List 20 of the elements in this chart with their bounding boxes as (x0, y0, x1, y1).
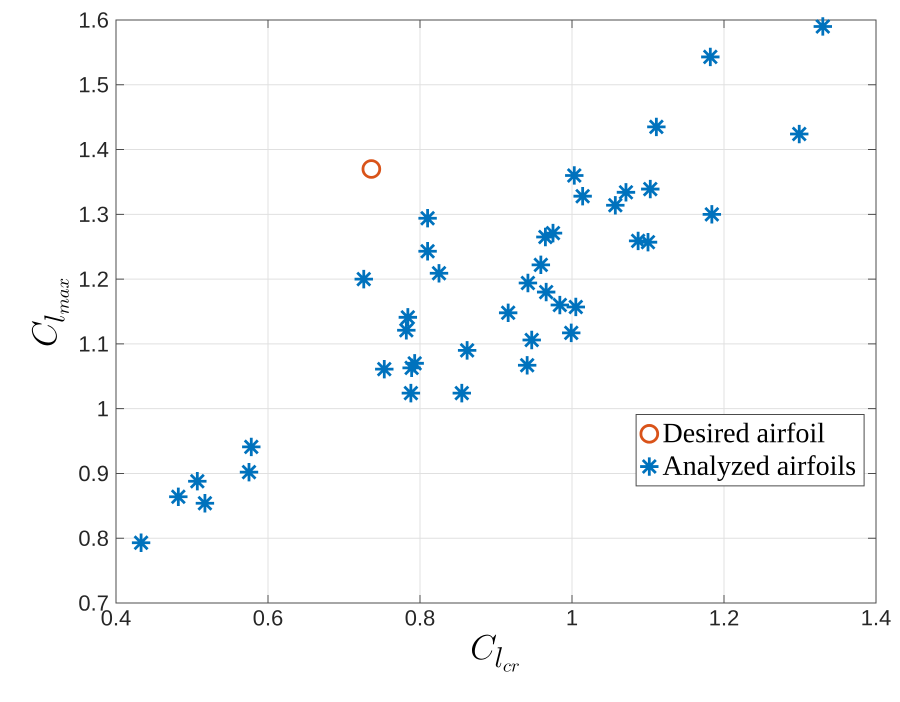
y-tick-label: 1 (98, 401, 108, 416)
y-tick-label: 0.9 (79, 466, 108, 482)
y-tick-label: 1.2 (80, 271, 108, 287)
x-tick-label: 1.4 (862, 610, 891, 626)
y-tick-label: 1.3 (80, 206, 108, 222)
y-tick-label: 1.1 (80, 336, 108, 352)
y-tick-label: 0.8 (79, 530, 108, 546)
y-tick-label: 1.4 (80, 142, 108, 158)
legend-label: Analyzed airfoils (662, 455, 856, 481)
y-tick-label: 0.7 (79, 595, 108, 611)
y-tick-label: 1.6 (80, 12, 108, 28)
legend-label: Desired airfoil (663, 422, 824, 442)
y-tick-label: 1.5 (80, 77, 108, 92)
x-tick-label: 0.4 (102, 610, 131, 626)
y-axis-title: $C_{l_{max}}$ (32, 278, 69, 346)
x-tick-label: 0.8 (406, 610, 434, 626)
x-tick-label: 0.6 (254, 610, 282, 626)
x-axis-title: $C_{l_{cr}}$ (472, 634, 519, 672)
x-tick-label: 1 (568, 610, 578, 626)
x-tick-label: 1.2 (710, 610, 738, 626)
